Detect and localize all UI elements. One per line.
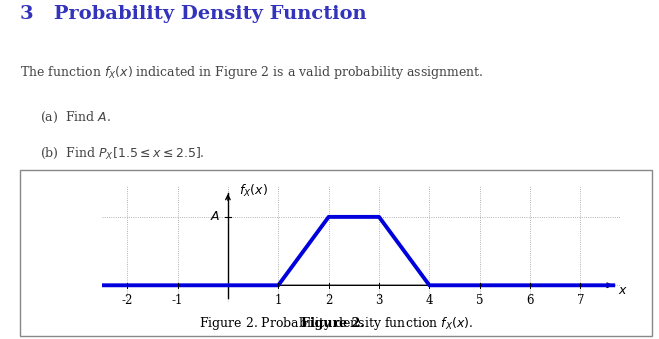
Text: 3   Probability Density Function: 3 Probability Density Function xyxy=(20,5,366,23)
Text: 7: 7 xyxy=(577,294,585,307)
Text: Figure 2.: Figure 2. xyxy=(301,318,364,331)
Text: (a)  Find $A$.: (a) Find $A$. xyxy=(40,110,111,125)
Text: $f_X(x)$: $f_X(x)$ xyxy=(239,183,268,199)
Text: The function $f_X(x)$ indicated in Figure 2 is a valid probability assignment.: The function $f_X(x)$ indicated in Figur… xyxy=(20,64,483,81)
Text: $A$: $A$ xyxy=(210,211,220,223)
Text: 6: 6 xyxy=(527,294,534,307)
Text: 4: 4 xyxy=(426,294,433,307)
Text: $x$: $x$ xyxy=(618,284,628,297)
Text: 1: 1 xyxy=(275,294,282,307)
Text: Figure 2. Probability density function $f_X(x)$.: Figure 2. Probability density function $… xyxy=(199,316,473,333)
Text: 2: 2 xyxy=(325,294,332,307)
Text: -2: -2 xyxy=(121,294,133,307)
Text: 5: 5 xyxy=(476,294,484,307)
Text: (b)  Find $P_X[1.5 \leq x \leq 2.5]$.: (b) Find $P_X[1.5 \leq x \leq 2.5]$. xyxy=(40,146,204,161)
Text: -1: -1 xyxy=(172,294,183,307)
Text: 3: 3 xyxy=(375,294,383,307)
